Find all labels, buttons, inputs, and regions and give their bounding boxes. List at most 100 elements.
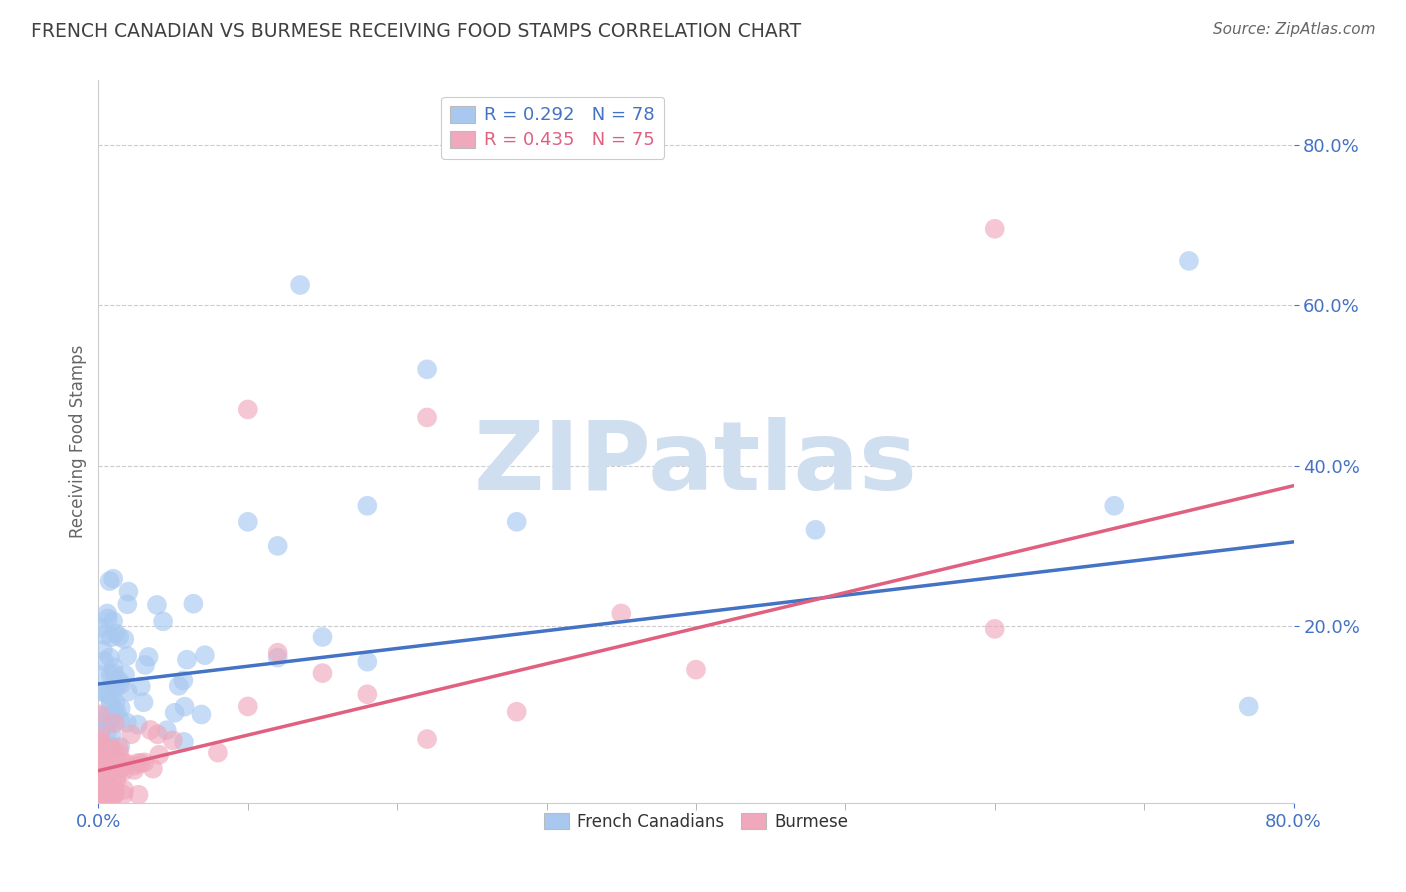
Point [148, 747, 170, 762]
Point [91, 685, 114, 699]
Point [356, 499, 378, 513]
Point [288, 277, 311, 292]
Point [90, 668, 112, 682]
Point [90, 778, 112, 792]
Point [108, 630, 131, 644]
Point [112, 632, 135, 646]
Point [94, 768, 117, 782]
Point [1178, 253, 1201, 268]
Point [152, 615, 174, 629]
Point [91, 643, 114, 657]
Point [1104, 499, 1126, 513]
Point [96, 788, 118, 802]
Point [104, 695, 127, 709]
Point [104, 681, 127, 696]
Point [98, 650, 121, 665]
Point [156, 723, 179, 738]
Point [207, 746, 229, 760]
Point [129, 756, 152, 770]
Point [89, 753, 111, 767]
Point [984, 622, 1007, 636]
Point [100, 780, 122, 795]
Point [108, 761, 131, 775]
Point [172, 673, 194, 688]
Text: ZIPatlas: ZIPatlas [474, 417, 918, 509]
Point [97, 716, 120, 731]
Point [103, 788, 125, 802]
Point [100, 759, 122, 773]
Point [105, 673, 128, 687]
Point [139, 723, 162, 737]
Point [124, 758, 146, 772]
Point [129, 680, 152, 694]
Point [97, 788, 120, 802]
Point [115, 715, 138, 730]
Point [124, 763, 146, 777]
Point [112, 755, 135, 769]
Point [105, 704, 128, 718]
Point [93, 654, 115, 668]
Point [117, 684, 139, 698]
Point [142, 762, 165, 776]
Point [89, 788, 111, 802]
Point [610, 607, 633, 621]
Point [94, 685, 117, 699]
Point [173, 699, 195, 714]
Point [97, 773, 120, 788]
Point [163, 706, 186, 720]
Point [110, 739, 132, 754]
Point [117, 597, 139, 611]
Point [96, 772, 118, 787]
Point [236, 402, 259, 417]
Point [108, 747, 131, 761]
Point [89, 734, 111, 748]
Point [128, 788, 150, 802]
Legend: French Canadians, Burmese: French Canadians, Burmese [537, 806, 855, 838]
Point [356, 655, 378, 669]
Point [110, 701, 132, 715]
Point [173, 735, 195, 749]
Point [90, 708, 112, 723]
Text: FRENCH CANADIAN VS BURMESE RECEIVING FOOD STAMPS CORRELATION CHART: FRENCH CANADIAN VS BURMESE RECEIVING FOO… [31, 22, 801, 41]
Point [89, 621, 111, 635]
Point [506, 515, 529, 529]
Point [89, 736, 111, 750]
Point [685, 663, 707, 677]
Point [108, 763, 131, 777]
Point [96, 714, 118, 729]
Point [89, 788, 111, 802]
Point [146, 598, 169, 612]
Point [105, 774, 128, 789]
Point [105, 767, 128, 781]
Point [114, 667, 136, 681]
Point [101, 614, 124, 628]
Point [93, 711, 115, 725]
Point [104, 626, 127, 640]
Point [100, 710, 122, 724]
Point [90, 723, 112, 738]
Text: Source: ZipAtlas.com: Source: ZipAtlas.com [1212, 22, 1375, 37]
Point [416, 410, 439, 425]
Point [416, 732, 439, 747]
Point [100, 698, 122, 712]
Point [267, 539, 290, 553]
Point [100, 760, 122, 774]
Point [127, 756, 149, 770]
Point [90, 788, 112, 802]
Point [100, 760, 122, 774]
Point [132, 695, 155, 709]
Point [984, 221, 1007, 235]
Point [94, 780, 117, 795]
Point [138, 649, 160, 664]
Point [98, 788, 121, 802]
Point [100, 630, 122, 644]
Point [97, 611, 120, 625]
Point [96, 726, 118, 740]
Point [134, 657, 156, 672]
Point [90, 728, 112, 742]
Point [93, 776, 115, 790]
Point [506, 705, 529, 719]
Point [108, 712, 131, 726]
Point [89, 764, 111, 779]
Point [146, 727, 169, 741]
